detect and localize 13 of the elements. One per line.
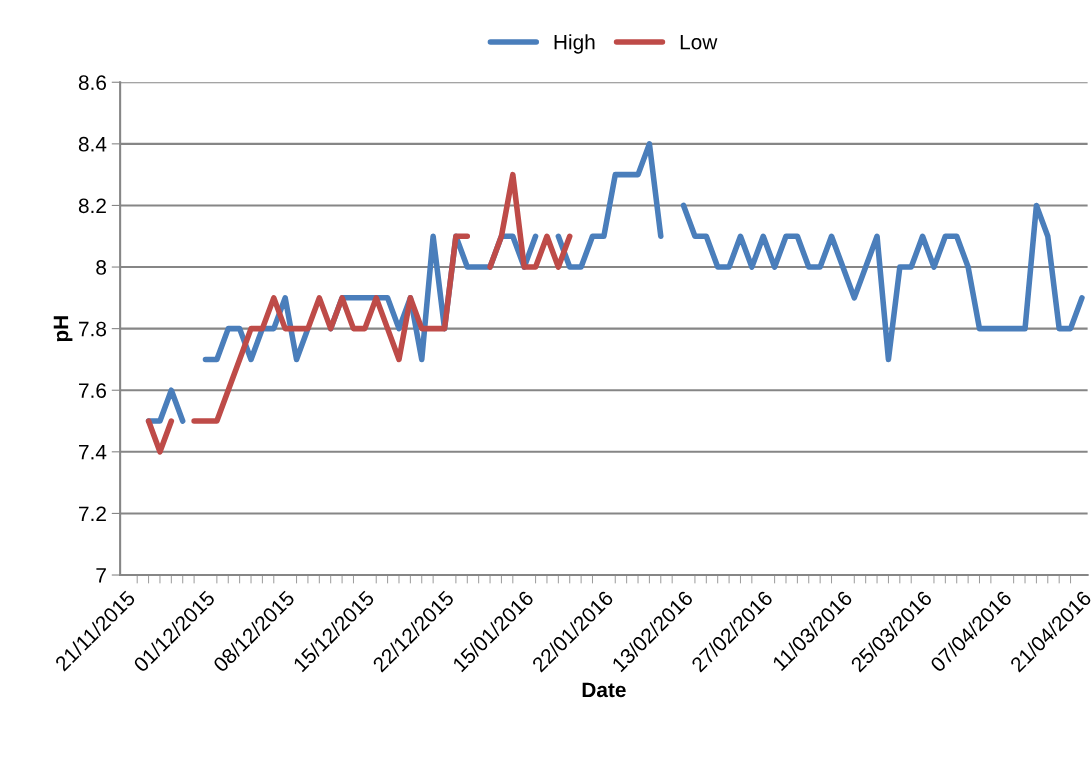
y-tick-label: 7.8 bbox=[79, 321, 107, 337]
y-tick-label: 7.2 bbox=[79, 506, 106, 521]
y-tick-label: 8.6 bbox=[78, 75, 107, 91]
legend-label: High bbox=[554, 34, 595, 54]
y-tick-label: 8.2 bbox=[78, 198, 106, 214]
y-axis-title: pH bbox=[53, 316, 73, 342]
y-tick-label: 7.6 bbox=[79, 383, 107, 398]
y-tick-label: 7.4 bbox=[79, 445, 107, 460]
legend-label: Low bbox=[680, 35, 718, 50]
y-tick-label: 8.4 bbox=[78, 136, 107, 152]
y-tick-label: 7 bbox=[96, 568, 106, 583]
x-axis-title: Date bbox=[582, 682, 626, 698]
y-tick-label: 8 bbox=[96, 260, 107, 275]
